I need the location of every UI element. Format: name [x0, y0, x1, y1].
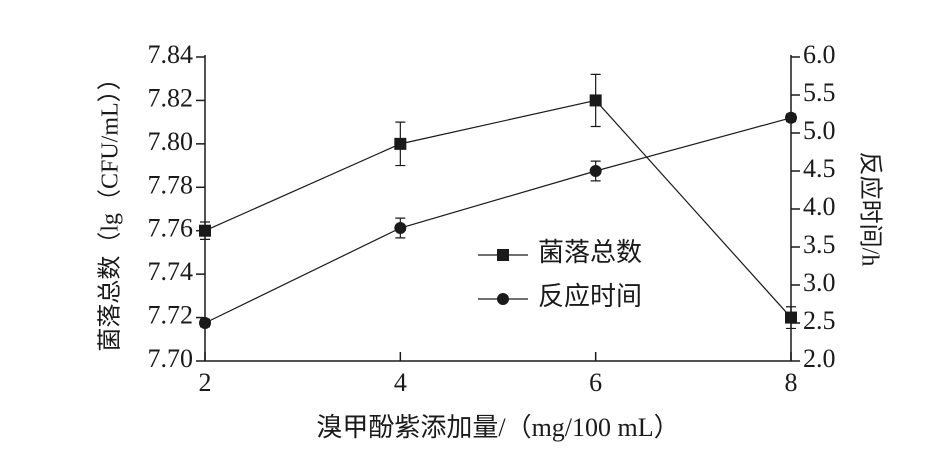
x-axis-label: 溴甲酚紫添加量/（mg/100 mL）	[316, 413, 679, 442]
y2-tick-label: 3.5	[803, 230, 836, 259]
y-tick-label: 7.74	[148, 257, 194, 286]
y-tick-label: 7.76	[148, 214, 194, 243]
y-tick-label: 7.84	[148, 40, 194, 69]
legend-marker	[497, 249, 509, 261]
y-tick-label: 7.72	[148, 301, 194, 330]
y-tick-label: 7.82	[148, 83, 194, 112]
y2-tick-label: 2.0	[803, 344, 836, 373]
y2-tick-label: 2.5	[803, 306, 836, 335]
marker	[394, 137, 407, 150]
series-line	[204, 117, 792, 324]
x-tick-label: 8	[785, 368, 798, 397]
y2-tick-label: 5.0	[803, 116, 836, 145]
x-tick-label: 6	[589, 368, 602, 397]
x-tick-label: 2	[199, 368, 212, 397]
y-tick-label: 7.70	[148, 344, 194, 373]
marker	[199, 317, 211, 329]
series-line	[204, 99, 792, 318]
legend-marker	[497, 293, 509, 305]
marker	[394, 222, 407, 234]
marker	[199, 224, 211, 237]
y-axis-label: 菌落总数（lg（CFU/mL））	[97, 66, 124, 351]
y2-tick-label: 4.5	[803, 154, 836, 183]
y2-axis-label: 反应时间/h	[856, 152, 883, 267]
y2-tick-label: 3.0	[803, 268, 836, 297]
y-tick-label: 7.80	[148, 127, 194, 156]
legend-label: 反应时间	[538, 282, 642, 311]
marker	[589, 165, 602, 177]
marker	[785, 311, 797, 324]
y2-tick-label: 6.0	[803, 40, 836, 69]
x-tick-label: 4	[394, 368, 407, 397]
y2-tick-label: 4.0	[803, 192, 836, 221]
y-tick-label: 7.78	[148, 170, 194, 199]
legend-label: 菌落总数	[538, 238, 642, 267]
marker	[785, 111, 797, 124]
y2-tick-label: 5.5	[803, 78, 836, 107]
marker	[589, 94, 602, 107]
